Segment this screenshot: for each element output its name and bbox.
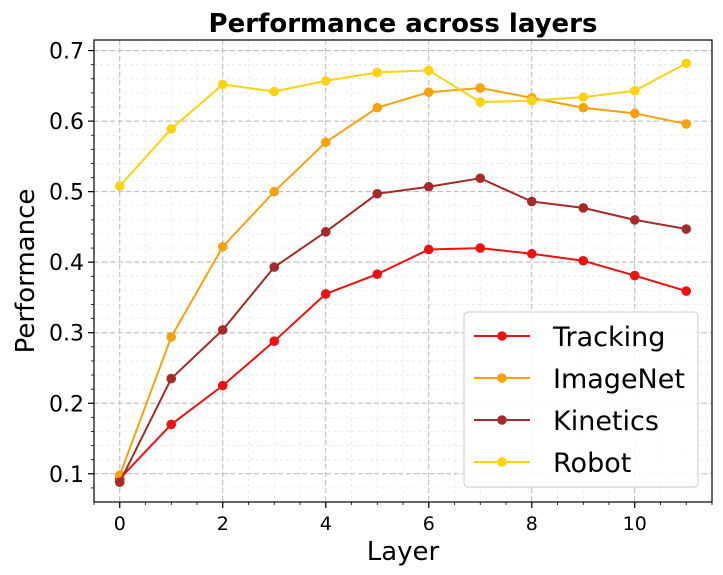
data-point xyxy=(681,119,692,129)
data-point xyxy=(114,477,125,488)
data-point xyxy=(269,186,280,197)
series-lines xyxy=(114,58,692,488)
data-point xyxy=(320,76,331,86)
legend-item-kinetics: Kinetics xyxy=(474,406,659,437)
data-point xyxy=(423,181,434,192)
y-axis-label: Performance xyxy=(11,189,41,354)
y-tick-label: 0.6 xyxy=(49,110,84,135)
data-point xyxy=(114,181,125,191)
data-point xyxy=(217,79,228,90)
y-tick-label: 0.5 xyxy=(49,181,84,206)
data-point xyxy=(423,65,434,76)
data-point xyxy=(681,286,692,296)
legend-marker xyxy=(497,373,507,383)
y-tick-label: 0.2 xyxy=(49,392,84,417)
data-point xyxy=(475,83,486,93)
y-tick-label: 0.3 xyxy=(49,322,84,347)
axis-ticks: 0 2 4 6 8 10 0.1 0.2 0.3 0.4 0.5 0.6 0.7 xyxy=(49,40,713,535)
data-point xyxy=(269,86,280,97)
y-tick-label: 0.1 xyxy=(49,463,84,488)
series-line xyxy=(119,247,687,480)
data-point xyxy=(526,196,537,207)
legend-item-tracking: Tracking xyxy=(474,322,665,353)
legend-marker xyxy=(497,331,507,341)
data-point xyxy=(629,215,640,225)
series-robot xyxy=(114,58,692,191)
data-point xyxy=(475,173,486,184)
legend-box xyxy=(463,311,699,488)
series-kinetics xyxy=(114,173,692,488)
data-point xyxy=(578,102,589,113)
series-line xyxy=(119,62,687,187)
legend-item-robot: Robot xyxy=(474,448,631,479)
data-point xyxy=(526,248,537,259)
x-tick-label: 4 xyxy=(320,513,332,535)
data-point xyxy=(423,244,434,255)
data-point xyxy=(629,270,640,281)
data-point xyxy=(681,224,692,234)
legend-item-imagenet: ImageNet xyxy=(474,364,685,395)
legend-marker xyxy=(497,415,507,425)
data-point xyxy=(217,380,228,391)
legend-label: ImageNet xyxy=(553,364,685,395)
data-point xyxy=(475,243,486,253)
data-point xyxy=(475,97,486,107)
data-point xyxy=(217,325,228,335)
data-point xyxy=(320,137,331,148)
series-tracking xyxy=(114,243,692,484)
data-point xyxy=(526,95,537,106)
y-tick-label: 0.4 xyxy=(49,251,84,276)
data-point xyxy=(629,108,640,119)
data-point xyxy=(217,241,228,252)
chart-title: Performance across layers xyxy=(209,9,598,39)
y-tick-label: 0.7 xyxy=(49,40,84,65)
data-point xyxy=(166,373,177,384)
x-tick-label: 6 xyxy=(423,513,435,535)
legend-label: Robot xyxy=(553,448,631,479)
legend: Tracking ImageNet Kinetics Robot xyxy=(463,311,699,488)
data-point xyxy=(681,58,692,69)
x-tick-label: 2 xyxy=(217,513,229,535)
data-point xyxy=(166,124,177,134)
data-point xyxy=(423,87,434,97)
x-tick-label: 0 xyxy=(114,513,126,535)
data-point xyxy=(578,92,589,102)
data-point xyxy=(166,419,177,430)
data-point xyxy=(372,269,383,279)
legend-label: Kinetics xyxy=(553,406,659,437)
series-line xyxy=(118,86,687,476)
x-axis-label: Layer xyxy=(367,537,440,567)
data-point xyxy=(578,255,589,266)
data-point xyxy=(372,102,383,113)
legend-marker xyxy=(497,457,507,467)
x-tick-label: 8 xyxy=(526,513,538,535)
x-tick-label: 10 xyxy=(623,513,647,535)
data-point xyxy=(320,227,331,237)
data-point xyxy=(629,85,640,96)
data-point xyxy=(269,336,280,346)
data-point xyxy=(578,203,589,213)
data-point xyxy=(166,332,177,342)
data-point xyxy=(372,188,383,199)
data-point xyxy=(320,289,331,299)
legend-label: Tracking xyxy=(552,322,665,353)
data-point xyxy=(372,67,383,78)
data-point xyxy=(269,262,280,272)
series-line xyxy=(118,177,687,483)
